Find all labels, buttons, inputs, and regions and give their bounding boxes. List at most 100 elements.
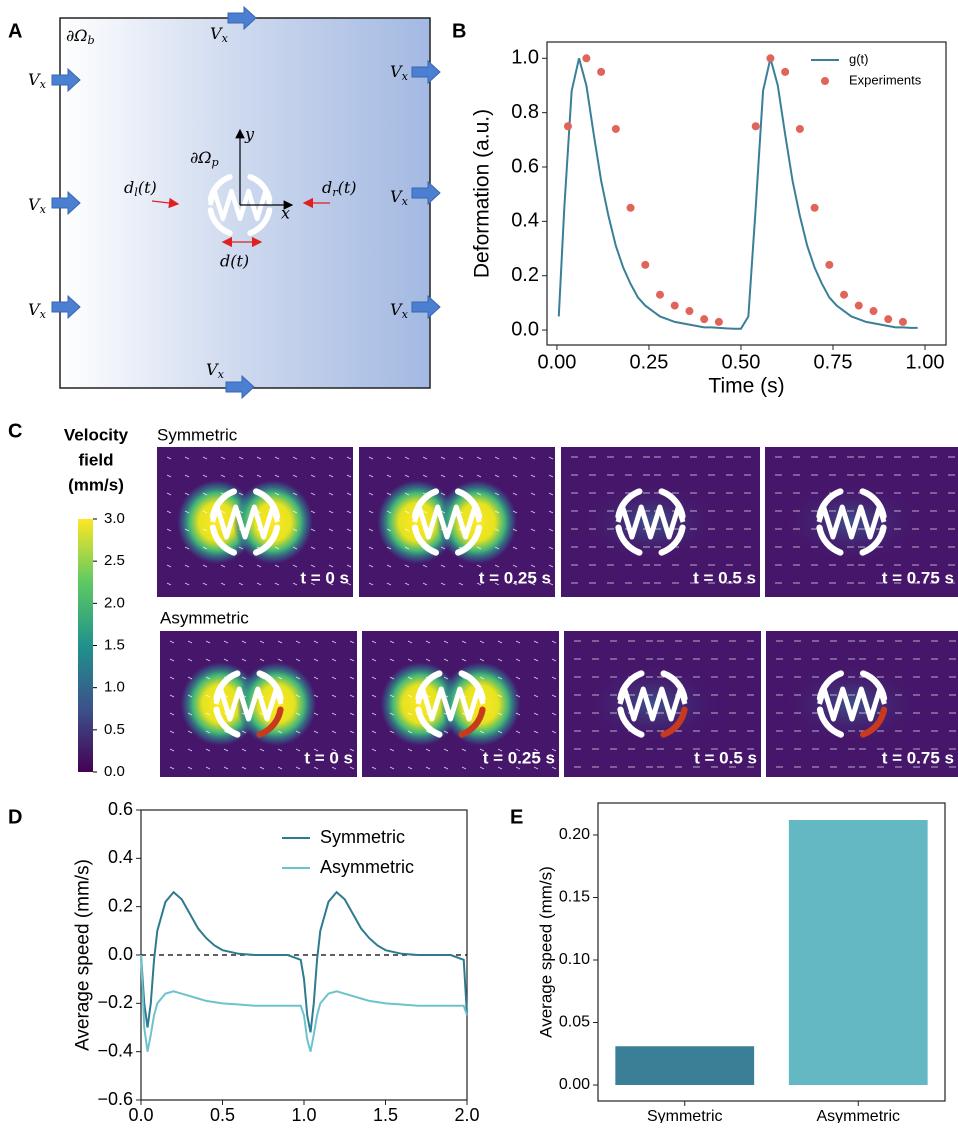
quiver: [371, 658, 377, 662]
math-sub: x: [40, 78, 47, 91]
math-label: dl(t): [124, 178, 157, 200]
quiver: [205, 712, 211, 716]
quiver: [202, 546, 208, 550]
quiver: [389, 766, 395, 770]
quiver: [515, 730, 521, 734]
quiver: [256, 456, 262, 460]
legend-label: Experiments: [849, 72, 922, 87]
flow-arrow: [411, 180, 441, 206]
quiver: [548, 474, 554, 478]
quiver: [346, 564, 352, 568]
quiver: [548, 528, 554, 532]
quiver: [440, 564, 446, 568]
device-spring: [415, 686, 486, 722]
quiver: [223, 640, 229, 644]
math-arg: (t): [338, 178, 357, 197]
quiver: [404, 492, 410, 496]
quiver: [295, 748, 301, 752]
quiver: [169, 712, 175, 716]
math-main: d: [322, 178, 332, 197]
quiver: [389, 676, 395, 680]
colorbar-title: (mm/s): [68, 475, 124, 494]
quiver: [443, 676, 449, 680]
quiver: [205, 640, 211, 644]
panel-label: B: [452, 20, 466, 42]
quiver: [202, 510, 208, 514]
device-spring: [210, 504, 280, 540]
quiver: [515, 766, 521, 770]
quiver: [530, 474, 536, 478]
quiver: [386, 546, 392, 550]
quiver: [551, 676, 557, 680]
quiver: [166, 528, 172, 532]
y-tick-label: 0.2: [511, 264, 539, 286]
device-arc: [859, 524, 887, 556]
quiver: [407, 766, 413, 770]
math-sub: b: [88, 34, 95, 47]
quiver: [277, 676, 283, 680]
quiver: [238, 564, 244, 568]
plot-frame: [597, 802, 946, 1102]
quiver: [440, 546, 446, 550]
quiver: [310, 582, 316, 586]
quiver: [425, 640, 431, 644]
quiver: [313, 676, 319, 680]
quiver: [349, 712, 355, 716]
point: [582, 54, 591, 63]
point: [685, 307, 694, 316]
quiver: [328, 582, 334, 586]
panel-label: D: [8, 806, 22, 828]
quiver: [331, 658, 337, 662]
math-label: Vx: [210, 24, 229, 46]
quiver: [223, 658, 229, 662]
quiver: [346, 528, 352, 532]
quiver: [295, 730, 301, 734]
quiver: [349, 766, 355, 770]
quiver: [184, 528, 190, 532]
quiver: [494, 510, 500, 514]
quiver: [220, 564, 226, 568]
y-tick-label: 0.2: [108, 895, 133, 915]
quiver: [295, 658, 301, 662]
quiver: [530, 546, 536, 550]
device-arc: [247, 207, 273, 236]
math-main: V: [390, 62, 403, 81]
quiver: [187, 748, 193, 752]
math-sub: l: [134, 186, 138, 199]
quiver: [292, 510, 298, 514]
quiver: [533, 766, 539, 770]
quiver: [184, 492, 190, 496]
quiver: [205, 658, 211, 662]
y-tick-label: −0.6: [97, 1089, 133, 1109]
quiver: [371, 730, 377, 734]
math-label: Vx: [28, 70, 47, 92]
legend-label: Symmetric: [320, 827, 405, 847]
quiver: [169, 676, 175, 680]
quiver: [184, 582, 190, 586]
quiver: [205, 694, 211, 698]
quiver: [238, 456, 244, 460]
map-blob: [180, 662, 261, 746]
quiver: [407, 748, 413, 752]
colorbar-title: Velocity: [64, 425, 129, 444]
quiver: [476, 456, 482, 460]
x-axis-label: Time (s): [708, 375, 784, 398]
quiver: [310, 528, 316, 532]
point: [854, 301, 863, 310]
point: [656, 290, 665, 299]
panel-label: E: [510, 806, 523, 828]
quiver: [371, 640, 377, 644]
quiver: [551, 640, 557, 644]
row-title: Symmetric: [157, 425, 238, 444]
quiver: [310, 546, 316, 550]
quiver: [386, 456, 392, 460]
math-main: V: [28, 300, 41, 319]
quiver: [346, 492, 352, 496]
quiver: [313, 730, 319, 734]
quiver: [440, 474, 446, 478]
quiver: [256, 582, 262, 586]
quiver: [205, 676, 211, 680]
device-arc: [256, 706, 284, 738]
velocity-map: t = 0.5 s: [561, 447, 760, 597]
quiver: [184, 564, 190, 568]
